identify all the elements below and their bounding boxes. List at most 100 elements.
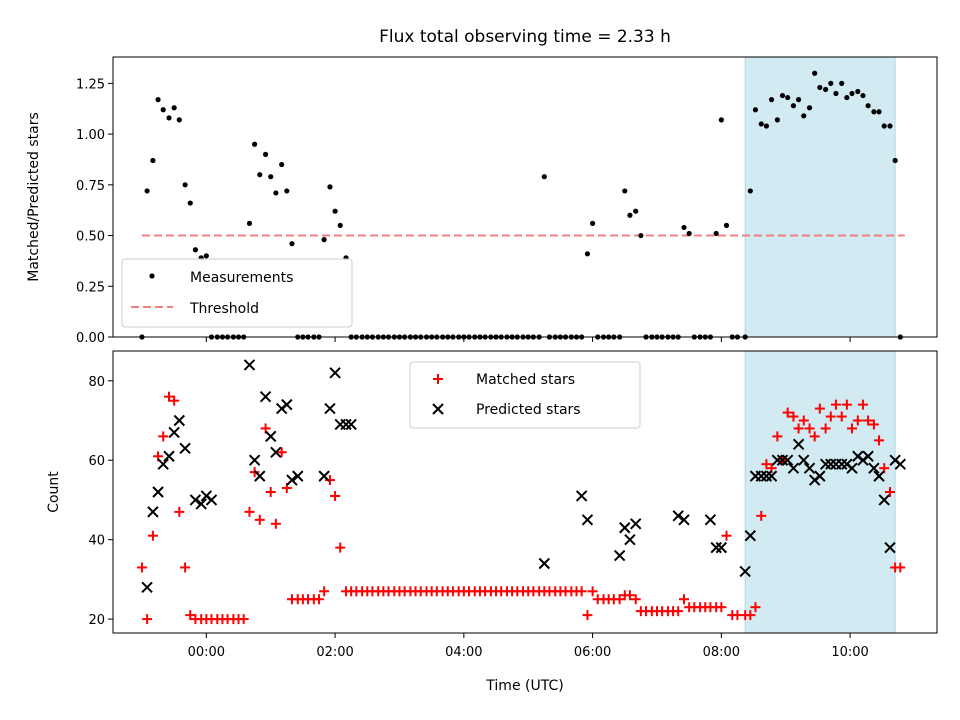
matched-star-point [185, 610, 196, 621]
predicted-star-point [846, 462, 858, 474]
measurement-point [806, 105, 813, 111]
matched-star-point [820, 423, 831, 434]
measurement-point [823, 86, 829, 93]
measurement-point [633, 208, 639, 214]
predicted-star-point [265, 430, 277, 443]
predicted-star-point [672, 510, 684, 522]
predicted-star-point [538, 557, 551, 570]
measurement-point [150, 157, 156, 164]
x-tick-label: 08:00 [703, 645, 740, 660]
predicted-star-point [787, 462, 800, 474]
ratio-panel-frame [112, 56, 938, 338]
counts-y-axis-label: Count [46, 471, 62, 513]
predicted-star-point [163, 450, 175, 462]
matched-star-point [624, 590, 635, 601]
matched-star-point [841, 399, 852, 410]
matched-star-point [782, 407, 793, 418]
measurement-point [849, 90, 855, 97]
measurement-point [284, 188, 290, 194]
matched-star-point [582, 610, 593, 621]
x-axis-label: Time (UTC) [485, 678, 563, 694]
measurement-point [332, 208, 338, 214]
matched-star-point [788, 411, 799, 422]
matched-star-point [314, 594, 324, 605]
counts-panel-frame [112, 350, 938, 634]
measurement-point [160, 107, 166, 113]
predicted-star-point [819, 458, 832, 470]
ratio-y-axis-label: Matched/Predicted stars [26, 112, 42, 282]
matched-star-point [330, 490, 341, 501]
measurement-point [860, 92, 866, 99]
measurement-point [795, 97, 802, 103]
measurement-point [321, 237, 327, 243]
matched-star-point [863, 415, 874, 426]
matched-star-point [614, 594, 625, 605]
matched-star-point [772, 431, 783, 442]
ratio-y-tick-label: 0.25 [76, 280, 105, 295]
predicted-star-point [792, 438, 805, 451]
measurement-point [790, 103, 797, 109]
counts-y-tick-label: 60 [88, 454, 105, 469]
matched-star-point [270, 518, 281, 529]
predicted-star-point [624, 533, 636, 546]
predicted-star-point [868, 462, 880, 474]
predicted-star-point [195, 498, 207, 510]
measurement-point [166, 115, 172, 121]
matched-star-point [265, 487, 276, 497]
predicted-star-point [173, 414, 186, 427]
matched-star-point [147, 530, 158, 541]
measurement-point [817, 84, 823, 91]
matched-star-point [798, 415, 809, 426]
matched-star-point [761, 459, 772, 470]
predicted-star-point [771, 454, 784, 466]
measurement-point [844, 94, 850, 101]
measurement-point [182, 182, 188, 188]
predicted-star-point [147, 506, 159, 518]
measurement-point [144, 188, 150, 194]
matched-star-point [836, 411, 847, 422]
ratio-legend: Measurements Threshold [121, 258, 353, 328]
matched-star-point [750, 602, 761, 613]
measurement-point [246, 220, 253, 226]
measurement-point [752, 107, 759, 113]
predicted-star-point [739, 565, 751, 578]
predicted-star-point [292, 470, 304, 482]
predicted-star-point [152, 486, 164, 498]
measurement-point [828, 80, 834, 86]
matched-star-point [745, 610, 756, 621]
predicted-star-point [781, 454, 794, 466]
predicted-star-point [243, 359, 256, 371]
predicted-star-point [744, 529, 757, 542]
measurement-point [327, 184, 333, 190]
predicted-star-point [630, 518, 642, 530]
measurement-point [881, 123, 887, 129]
predicted-star-point [286, 474, 298, 486]
predicted-star-point [704, 514, 717, 526]
matched-star-point [335, 542, 346, 553]
measurement-point [713, 230, 719, 237]
predicted-star-point [803, 462, 816, 474]
predicted-star-point [765, 470, 778, 482]
predicted-star-point [678, 514, 690, 526]
measurement-point [187, 200, 193, 206]
measurement-point [747, 188, 753, 194]
predicted-star-point [884, 541, 896, 554]
matched-star-point [180, 562, 191, 573]
predicted-star-point [259, 390, 272, 403]
matched-star-point [814, 403, 825, 414]
measurement-point [768, 97, 775, 103]
matched-star-point [874, 435, 885, 446]
predicted-star-point [894, 458, 907, 470]
predicted-star-point [254, 470, 266, 482]
matched-star-point [142, 614, 153, 625]
matched-star-point [825, 411, 836, 422]
measurement-point [865, 103, 871, 109]
predicted-star-point [340, 418, 352, 431]
measurement-point [774, 117, 780, 123]
matched-star-point [630, 594, 641, 605]
measurement-point [192, 247, 198, 253]
measurement-point [779, 92, 786, 99]
x-tick-label: 04:00 [445, 645, 482, 660]
predicted-star-point [141, 581, 153, 594]
legend-predicted-marker [432, 403, 444, 415]
